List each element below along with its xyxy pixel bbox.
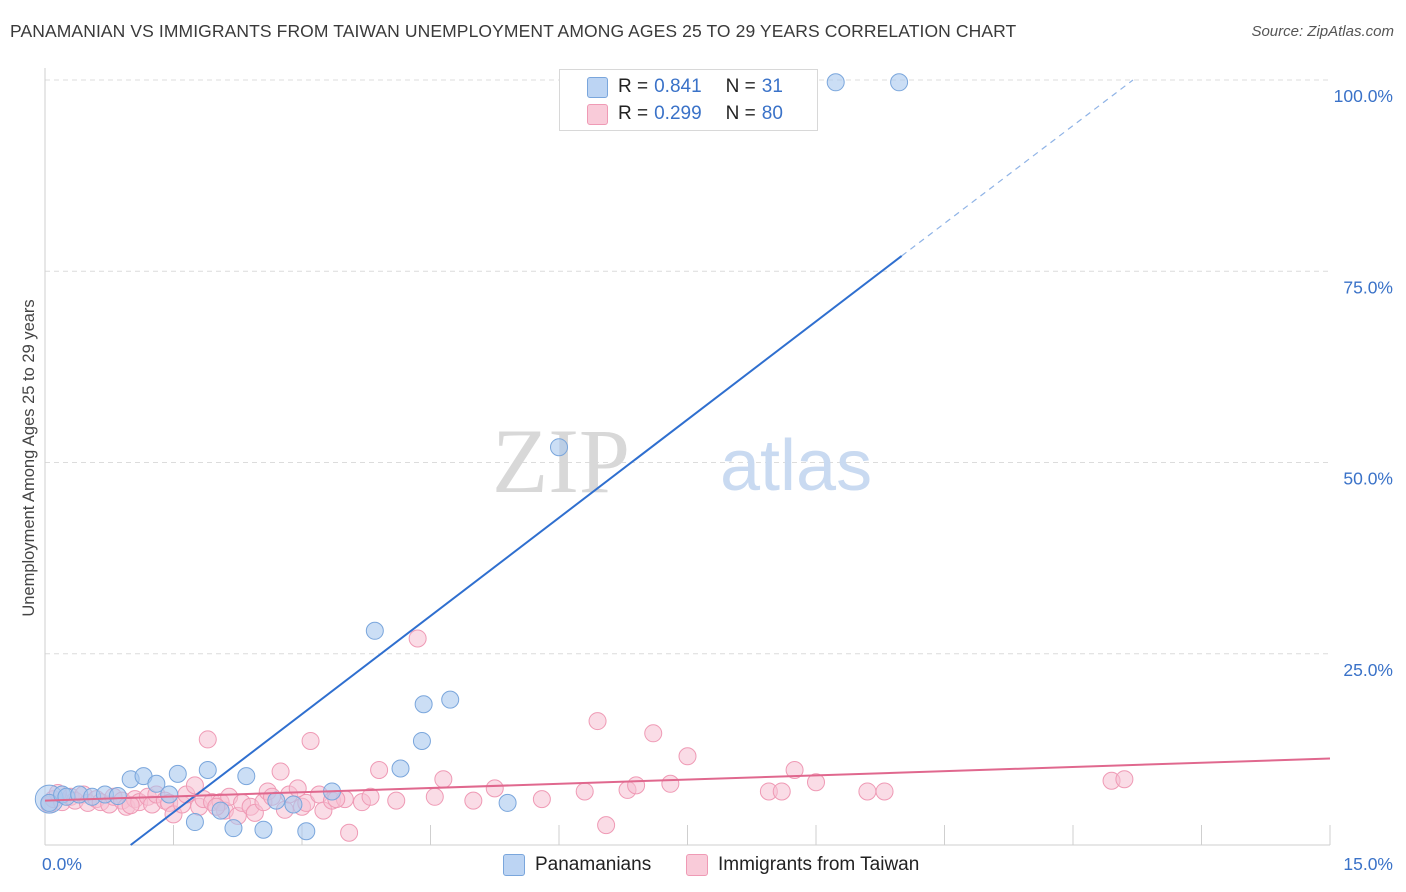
taiwan-point — [588, 712, 607, 731]
x-tick-label: 0.0% — [42, 854, 82, 874]
panamanian-point — [498, 793, 517, 812]
y-tick-label: 50.0% — [1343, 469, 1393, 489]
axes — [44, 68, 1331, 846]
panamanian-point — [40, 793, 59, 812]
taiwan-point — [121, 796, 140, 815]
panamanian-point — [185, 813, 204, 832]
panamanian-point — [365, 621, 384, 640]
panamanian-point — [284, 795, 303, 814]
bottom-legend-panamanians: Panamanians — [503, 852, 651, 878]
panamanian-point — [211, 801, 230, 820]
legend-r-label: R = — [618, 76, 649, 97]
tick-labels: 25.0% 50.0% 75.0% 100.0% 0.0% 15.0% — [42, 86, 1393, 874]
taiwan-point — [485, 779, 504, 798]
taiwan-point — [661, 774, 680, 793]
panamanian-point — [826, 73, 845, 92]
watermark: ZIP atlas — [492, 410, 872, 512]
taiwan-point — [644, 724, 663, 743]
panamanian-point — [198, 761, 217, 780]
panamanian-point — [108, 787, 127, 806]
bottom-legend-swatch-pink — [686, 854, 708, 876]
taiwan-point — [785, 761, 804, 780]
gridlines — [45, 79, 1330, 655]
bottom-legend-taiwan: Immigrants from Taiwan — [686, 852, 919, 878]
panamanian-point — [414, 695, 433, 714]
taiwan-point — [678, 747, 697, 766]
taiwan-point — [875, 782, 894, 801]
legend-n-label: N = — [725, 76, 756, 97]
taiwan-point — [575, 782, 594, 801]
panamanian-point — [267, 791, 286, 810]
panamanian-points — [34, 73, 909, 841]
panamanian-point — [147, 774, 166, 793]
panamanian-point — [254, 820, 273, 839]
y-tick-label: 25.0% — [1343, 660, 1393, 680]
taiwan-point — [408, 629, 427, 648]
y-tick-label: 100.0% — [1334, 86, 1393, 106]
panamanian-point — [168, 764, 187, 783]
taiwan-point — [387, 791, 406, 810]
taiwan-point — [340, 823, 359, 842]
panamanian-point — [160, 785, 179, 804]
y-axis-label: Unemployment Among Ages 25 to 29 years — [20, 299, 38, 616]
taiwan-point — [1115, 770, 1134, 789]
panamanian-trend-line — [130, 255, 903, 846]
taiwan-points — [40, 629, 1134, 842]
panamanian-point — [224, 819, 243, 838]
taiwan-point — [301, 731, 320, 750]
bottom-legend-label: Immigrants from Taiwan — [718, 854, 920, 875]
y-tick-label: 75.0% — [1343, 277, 1393, 297]
panamanian-point — [441, 690, 460, 709]
panamanian-point — [890, 73, 909, 92]
taiwan-point — [597, 816, 616, 835]
panamanian-point — [391, 759, 410, 778]
taiwan-point — [807, 773, 825, 792]
legend-r-label: R = — [618, 103, 649, 124]
watermark-zip: ZIP — [492, 410, 630, 512]
watermark-atlas: atlas — [720, 426, 872, 506]
taiwan-point — [858, 782, 877, 801]
taiwan-point — [772, 782, 791, 801]
bottom-legend-label: Panamanians — [535, 854, 652, 875]
bottom-legend-swatch-blue — [503, 854, 525, 876]
legend-n-label: N = — [725, 103, 756, 124]
x-tick-label: 15.0% — [1343, 854, 1393, 874]
chart-title: PANAMANIAN VS IMMIGRANTS FROM TAIWAN UNE… — [10, 21, 1017, 41]
legend-swatch-pink — [587, 103, 608, 125]
taiwan-point — [361, 787, 380, 806]
taiwan-point — [627, 776, 646, 795]
panamanian-point — [237, 767, 256, 786]
correlation-legend: R = 0.841 N = 31 R = 0.299 N = 80 — [559, 69, 818, 131]
trend-lines — [44, 79, 1331, 846]
taiwan-point — [185, 776, 204, 795]
legend-swatch-blue — [587, 76, 608, 98]
source-label: Source: ZipAtlas.com — [1251, 23, 1394, 40]
legend-r-value: 0.299 — [654, 103, 702, 124]
taiwan-point — [271, 762, 290, 781]
panamanian-trend-extension — [901, 79, 1134, 257]
taiwan-point — [198, 730, 217, 749]
panamanian-point — [550, 438, 568, 457]
taiwan-point — [532, 790, 551, 809]
panamanian-point — [297, 822, 316, 841]
taiwan-point — [425, 787, 444, 806]
panamanian-point — [412, 731, 431, 750]
taiwan-point — [370, 761, 389, 780]
taiwan-point — [464, 791, 483, 810]
taiwan-trend-line — [44, 757, 1331, 802]
legend-n-value: 31 — [761, 76, 783, 97]
taiwan-point — [434, 770, 453, 789]
legend-r-value: 0.841 — [654, 76, 702, 97]
legend-n-value: 80 — [761, 103, 783, 124]
